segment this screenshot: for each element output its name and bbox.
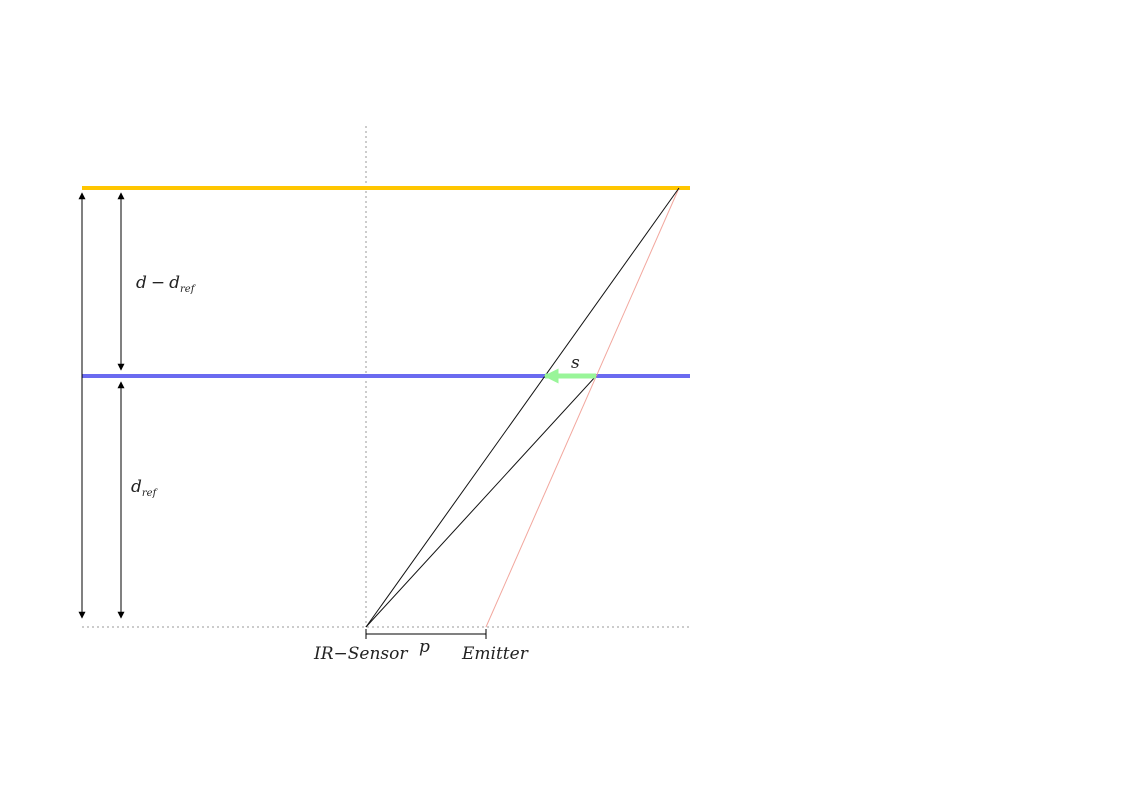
label-dref: dref	[131, 477, 159, 499]
label-p: p	[419, 637, 430, 657]
label-emitter: Emitter	[461, 644, 529, 664]
sensor-ray-object	[365, 187, 680, 628]
label-ir-sensor: IR−Sensor	[313, 644, 408, 664]
sensor-ray-reference	[365, 375, 597, 628]
label-s: s	[571, 353, 580, 373]
label-d-minus-dref: d − dref	[136, 273, 197, 295]
emitter-ray	[485, 187, 680, 628]
